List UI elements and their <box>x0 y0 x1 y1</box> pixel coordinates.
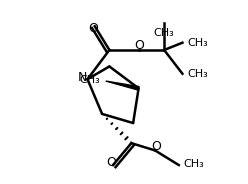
Polygon shape <box>106 81 139 90</box>
Text: CH₃: CH₃ <box>183 159 204 169</box>
Text: O: O <box>151 140 161 153</box>
Text: O: O <box>135 40 144 52</box>
Text: O: O <box>106 156 116 169</box>
Text: CH₃: CH₃ <box>154 28 175 38</box>
Text: CH₃: CH₃ <box>187 38 208 48</box>
Text: O: O <box>88 22 98 36</box>
Text: N: N <box>78 71 88 84</box>
Text: CH₃: CH₃ <box>187 69 208 79</box>
Text: CH₃: CH₃ <box>80 75 100 85</box>
